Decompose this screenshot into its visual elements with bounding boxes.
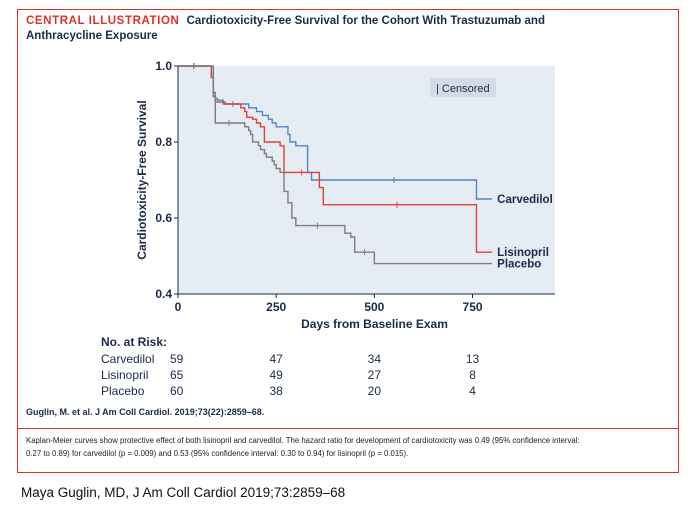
- risk-count: 27: [368, 368, 382, 382]
- carvedilol-series-label: Carvedilol: [497, 194, 553, 206]
- x-tick-label: 250: [266, 300, 286, 314]
- risk-count: 60: [170, 384, 184, 398]
- y-axis-label: Cardiotoxicity-Free Survival: [135, 100, 149, 259]
- title-line-1: Cardiotoxicity-Free Survival for the Coh…: [186, 15, 545, 27]
- x-tick-label: 500: [364, 300, 384, 314]
- x-tick-label: 0: [175, 300, 182, 314]
- carvedilol-survival-curve: [178, 65, 493, 200]
- caption-line-2: 0.27 to 0.89) for carvedilol (p = 0.009)…: [26, 449, 409, 458]
- risk-count: 59: [170, 352, 184, 366]
- y-tick-label: 0.6: [155, 211, 172, 225]
- title-line-2: Anthracycline Exposure: [26, 30, 158, 42]
- y-tick-label: 1.0: [155, 59, 172, 73]
- risk-row-label: Placebo: [101, 384, 145, 398]
- risk-row-label: Carvedilol: [101, 352, 154, 366]
- risk-count: 34: [368, 352, 382, 366]
- y-tick-label: 0.8: [155, 135, 172, 149]
- y-tick-label: 0.4: [155, 287, 172, 301]
- caption: Kaplan-Meier curves show protective effe…: [26, 434, 666, 460]
- lisinopril-series-label: Lisinopril: [497, 247, 549, 259]
- risk-count: 4: [469, 384, 476, 398]
- risk-count: 8: [469, 368, 476, 382]
- risk-count: 20: [368, 384, 382, 398]
- risk-count: 38: [269, 384, 283, 398]
- censored-legend: | Censored: [430, 78, 496, 97]
- caption-line-1: Kaplan-Meier curves show protective effe…: [26, 436, 580, 445]
- illustration-frame: [17, 9, 679, 473]
- risk-count: 47: [269, 352, 283, 366]
- kaplan-meier-chart: | Censored 0.4 0.6 0.8 1.0 0 250 500 750 Days fr…: [101, 59, 555, 398]
- central-illustration-label: CENTRAL ILLUSTRATION: [26, 15, 180, 27]
- risk-count: 49: [269, 368, 283, 382]
- illustration-title: CENTRAL ILLUSTRATION Cardiotoxicity-Free…: [26, 15, 545, 27]
- censored-legend-text: | Censored: [436, 83, 490, 95]
- footer-citation: Maya Guglin, MD, J Am Coll Cardiol 2019;…: [21, 485, 346, 500]
- citation: Guglin, M. et al. J Am Coll Cardiol. 201…: [26, 407, 265, 417]
- x-axis-label: Days from Baseline Exam: [301, 317, 448, 331]
- x-tick-label: 750: [463, 300, 483, 314]
- caption-divider: [18, 428, 678, 429]
- risk-row-label: Lisinopril: [101, 368, 148, 382]
- placebo-series-label: Placebo: [497, 259, 541, 271]
- risk-table-header: No. at Risk:: [101, 335, 167, 349]
- risk-count: 65: [170, 368, 184, 382]
- risk-count: 13: [466, 352, 480, 366]
- placebo-survival-curve: [178, 65, 493, 265]
